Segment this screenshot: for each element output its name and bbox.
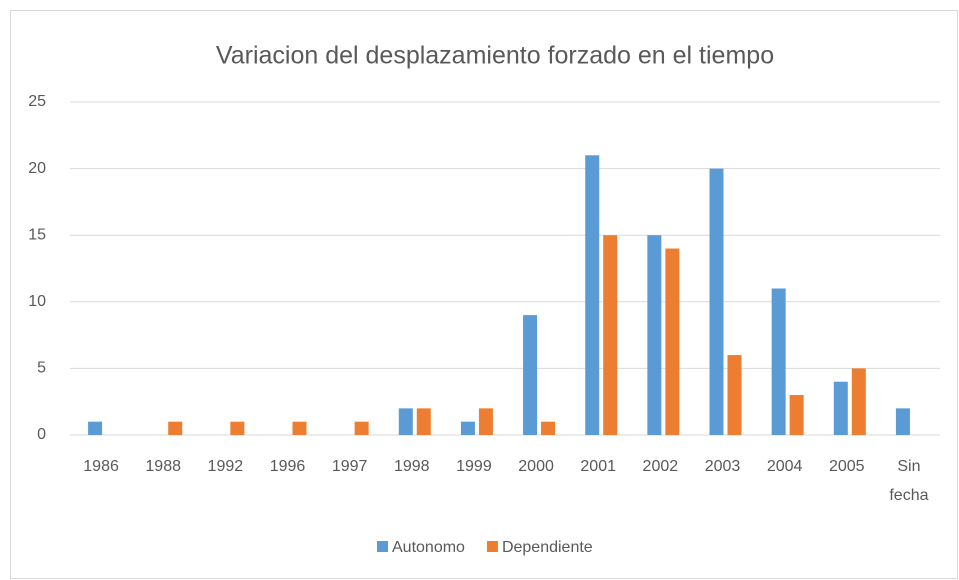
legend-label: Autonomo bbox=[392, 539, 465, 556]
x-tick-label: 1988 bbox=[145, 458, 181, 475]
bar bbox=[771, 288, 786, 435]
legend-label: Dependiente bbox=[502, 539, 593, 556]
chart-title: Variacion del desplazamiento forzado en … bbox=[216, 42, 774, 70]
chart-border bbox=[10, 10, 958, 579]
x-tick-label: 2000 bbox=[518, 458, 554, 475]
legend-swatch bbox=[377, 541, 388, 552]
bar bbox=[727, 355, 742, 435]
bar bbox=[460, 421, 475, 435]
bar bbox=[88, 421, 103, 435]
bar bbox=[665, 248, 680, 435]
y-tick-label: 10 bbox=[28, 293, 46, 310]
x-tick-label: 2003 bbox=[705, 458, 741, 475]
bar bbox=[647, 235, 662, 435]
y-tick-label: 0 bbox=[37, 426, 46, 443]
x-tick-label: 1998 bbox=[394, 458, 430, 475]
x-tick-label: Sin fecha bbox=[889, 458, 928, 504]
x-tick-label: 2004 bbox=[767, 458, 803, 475]
bar bbox=[292, 421, 307, 435]
x-tick-label: 1999 bbox=[456, 458, 492, 475]
y-tick-label: 15 bbox=[28, 226, 46, 243]
bar bbox=[541, 421, 556, 435]
bar bbox=[709, 168, 724, 435]
bar bbox=[895, 408, 910, 435]
bar bbox=[398, 408, 413, 435]
bar bbox=[789, 395, 804, 435]
bar bbox=[416, 408, 431, 435]
bar bbox=[585, 155, 600, 435]
bar bbox=[833, 381, 848, 435]
bar bbox=[230, 421, 245, 435]
bar bbox=[354, 421, 369, 435]
bar bbox=[851, 368, 866, 435]
bar bbox=[603, 235, 618, 435]
x-tick-label: 2002 bbox=[643, 458, 679, 475]
y-tick-label: 5 bbox=[37, 360, 46, 377]
x-tick-label: 2001 bbox=[580, 458, 616, 475]
x-tick-label: 1996 bbox=[270, 458, 306, 475]
x-tick-label: 2005 bbox=[829, 458, 865, 475]
y-tick-label: 25 bbox=[28, 93, 46, 110]
bar bbox=[168, 421, 183, 435]
legend-swatch bbox=[486, 541, 498, 552]
x-tick-label: 1992 bbox=[208, 458, 244, 475]
bar bbox=[523, 315, 538, 435]
x-tick-label: 1997 bbox=[332, 458, 368, 475]
y-tick-label: 20 bbox=[28, 160, 46, 177]
x-tick-label: 1986 bbox=[83, 458, 119, 475]
bar bbox=[478, 408, 493, 435]
